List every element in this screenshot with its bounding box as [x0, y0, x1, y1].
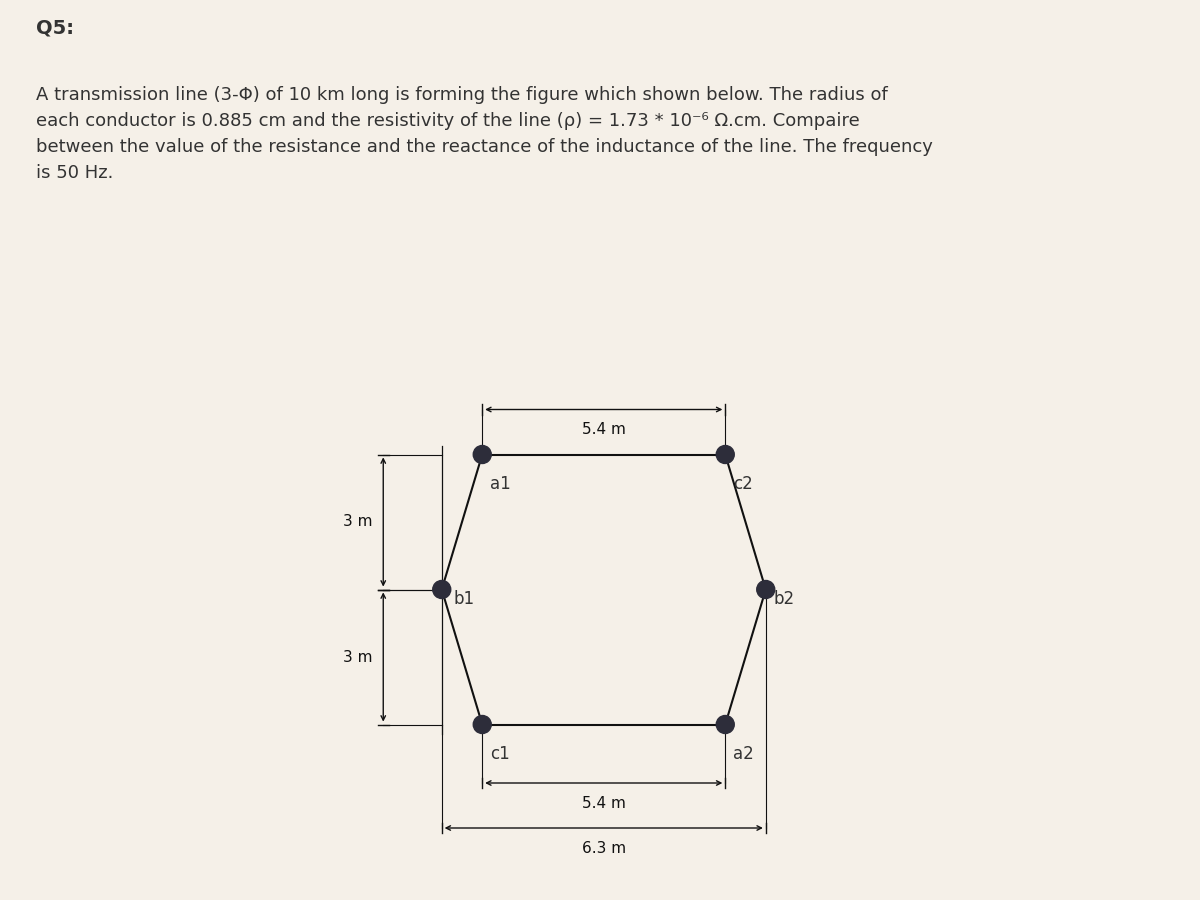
Text: a1: a1: [491, 475, 511, 493]
Text: b1: b1: [454, 590, 474, 608]
Text: c1: c1: [491, 745, 510, 763]
Circle shape: [757, 580, 775, 598]
Circle shape: [716, 716, 734, 733]
Text: 5.4 m: 5.4 m: [582, 796, 625, 811]
Circle shape: [473, 716, 491, 733]
Text: 3 m: 3 m: [342, 515, 372, 529]
Circle shape: [433, 580, 451, 598]
Text: 6.3 m: 6.3 m: [582, 841, 626, 856]
Text: c2: c2: [733, 475, 754, 493]
Circle shape: [473, 446, 491, 464]
Text: a2: a2: [733, 745, 754, 763]
Circle shape: [716, 446, 734, 464]
Text: A transmission line (3-Φ) of 10 km long is forming the figure which shown below.: A transmission line (3-Φ) of 10 km long …: [36, 86, 932, 182]
Text: Q5:: Q5:: [36, 18, 74, 37]
Text: b2: b2: [774, 590, 794, 608]
Text: 3 m: 3 m: [342, 650, 372, 664]
Text: 5.4 m: 5.4 m: [582, 422, 625, 437]
